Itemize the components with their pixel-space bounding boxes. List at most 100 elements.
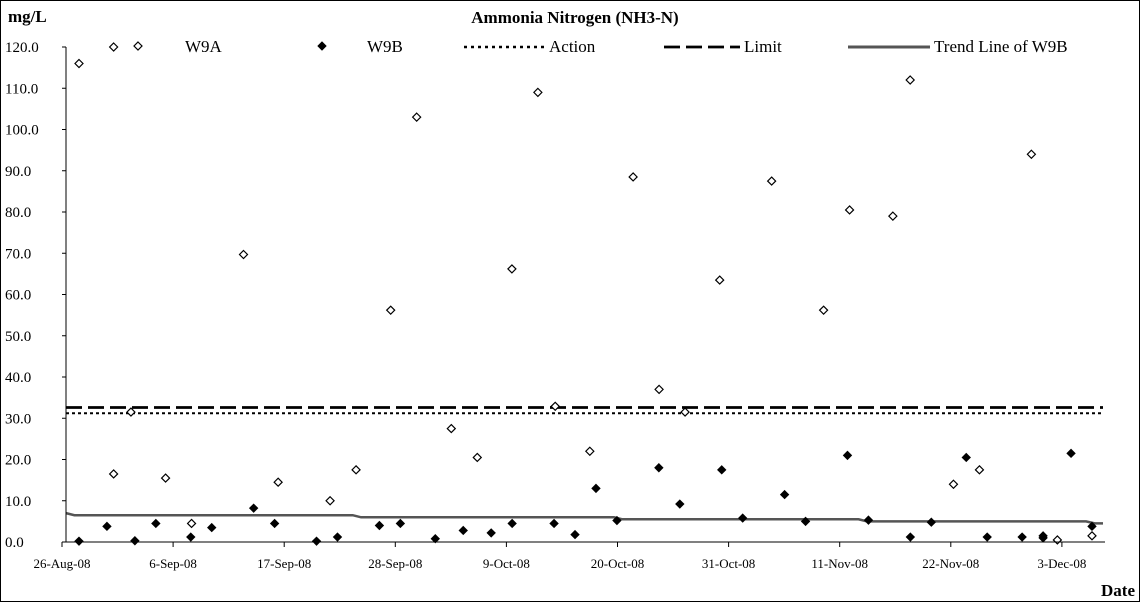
w9a-point	[74, 58, 84, 69]
w9a-point	[550, 401, 561, 412]
w9a-point	[186, 518, 197, 529]
w9b-point	[430, 533, 441, 544]
w9b-point	[207, 522, 217, 533]
w9b-point	[591, 483, 601, 494]
w9b-point	[549, 518, 559, 529]
w9a-point	[238, 249, 249, 260]
w9a-point	[108, 42, 119, 52]
series-w9b	[74, 448, 1097, 546]
w9b-point	[779, 489, 790, 500]
x-axis-label: Date	[1101, 581, 1135, 600]
w9a-point	[948, 479, 959, 490]
w9a-point	[680, 407, 690, 417]
w9a-point	[126, 407, 136, 417]
reference-lines	[66, 406, 1103, 415]
w9b-point	[982, 532, 992, 542]
w9b-point	[1017, 532, 1027, 542]
w9b-point	[507, 518, 517, 529]
y-tick-label: 90.0	[5, 164, 31, 180]
w9a-point	[446, 423, 457, 434]
w9a-point	[1087, 530, 1097, 541]
w9a-point	[818, 305, 829, 316]
trend-line-w9b	[65, 511, 1103, 525]
w9b-point	[311, 536, 322, 546]
trend-line-layer	[65, 511, 1103, 525]
x-tick-label: 31-Oct-08	[702, 556, 755, 571]
w9b-point	[458, 525, 468, 536]
w9a-point	[160, 473, 171, 483]
y-tick-label: 60.0	[5, 288, 31, 304]
x-tick-label: 11-Nov-08	[811, 556, 868, 571]
w9b-point	[486, 528, 496, 538]
legend-trend-label: Trend Line of W9B	[934, 37, 1068, 56]
axes	[61, 46, 1105, 547]
w9a-point	[411, 112, 422, 122]
w9b-point	[269, 518, 280, 529]
w9a-point	[974, 464, 985, 475]
w9a-point	[325, 495, 335, 506]
w9a-point	[385, 305, 396, 316]
x-tick-label: 17-Sep-08	[257, 556, 311, 571]
y-tick-label: 100.0	[5, 123, 39, 139]
w9a-point	[766, 176, 777, 186]
w9a-point	[844, 205, 855, 215]
w9b-point	[863, 515, 874, 525]
w9a-point	[273, 477, 283, 488]
w9b-point	[675, 499, 685, 509]
y-tick-label: 120.0	[5, 40, 39, 56]
y-tick-label: 40.0	[5, 370, 31, 386]
y-tick-label: 80.0	[5, 205, 31, 221]
w9b-point	[332, 532, 343, 542]
legend: W9A W9B Action Limit Trend Line of W9B	[133, 37, 1068, 56]
w9b-point	[1087, 521, 1097, 532]
w9b-point	[800, 516, 811, 527]
x-tick-label: 3-Dec-08	[1037, 556, 1086, 571]
x-tick-label: 22-Nov-08	[922, 556, 979, 571]
legend-w9b-marker	[317, 41, 327, 51]
w9b-point	[926, 517, 937, 527]
w9a-point	[584, 446, 595, 457]
y-tick-label: 0.0	[5, 535, 24, 551]
x-tick-label: 26-Aug-08	[33, 556, 90, 571]
legend-limit-label: Limit	[744, 37, 782, 56]
w9a-point	[714, 275, 725, 285]
w9b-point	[905, 532, 916, 542]
x-tick-label: 28-Sep-08	[368, 556, 422, 571]
y-tick-label: 50.0	[5, 329, 31, 345]
chart-title: Ammonia Nitrogen (NH3-N)	[471, 8, 678, 27]
w9b-point	[737, 513, 748, 523]
y-tick-label: 10.0	[5, 494, 31, 510]
w9a-point	[654, 384, 664, 395]
w9a-point	[905, 75, 916, 85]
w9b-point	[570, 529, 580, 540]
w9b-point	[395, 518, 406, 529]
w9b-point	[842, 450, 853, 461]
y-tick-label: 110.0	[5, 81, 38, 97]
x-tick-label: 20-Oct-08	[591, 556, 644, 571]
x-tick-label: 9-Oct-08	[483, 556, 530, 571]
w9b-point	[374, 520, 385, 531]
w9b-point	[74, 536, 84, 546]
w9a-point	[1026, 149, 1037, 160]
legend-w9a-marker	[133, 41, 143, 51]
w9b-point	[130, 536, 140, 546]
legend-w9a-label: W9A	[185, 37, 223, 56]
w9b-point	[186, 532, 196, 542]
w9b-point	[654, 463, 664, 473]
w9a-point	[888, 211, 898, 221]
w9a-point	[472, 452, 483, 463]
w9a-point	[1052, 535, 1063, 545]
w9a-point	[533, 87, 543, 98]
y-tick-labels: 0.0 10.0 20.0 30.0 40.0 50.0 60.0 70.0 80.0 90.0 1…	[5, 40, 39, 551]
w9b-point	[151, 518, 161, 529]
w9a-point	[628, 172, 638, 182]
w9a-point	[351, 464, 361, 475]
w9b-point	[717, 465, 727, 475]
legend-w9b-label: W9B	[367, 37, 403, 56]
w9b-point	[248, 503, 259, 513]
x-tick-label: 6-Sep-08	[149, 556, 197, 571]
legend-action-label: Action	[549, 37, 596, 56]
w9b-point	[1066, 448, 1076, 459]
y-tick-label: 70.0	[5, 246, 31, 262]
